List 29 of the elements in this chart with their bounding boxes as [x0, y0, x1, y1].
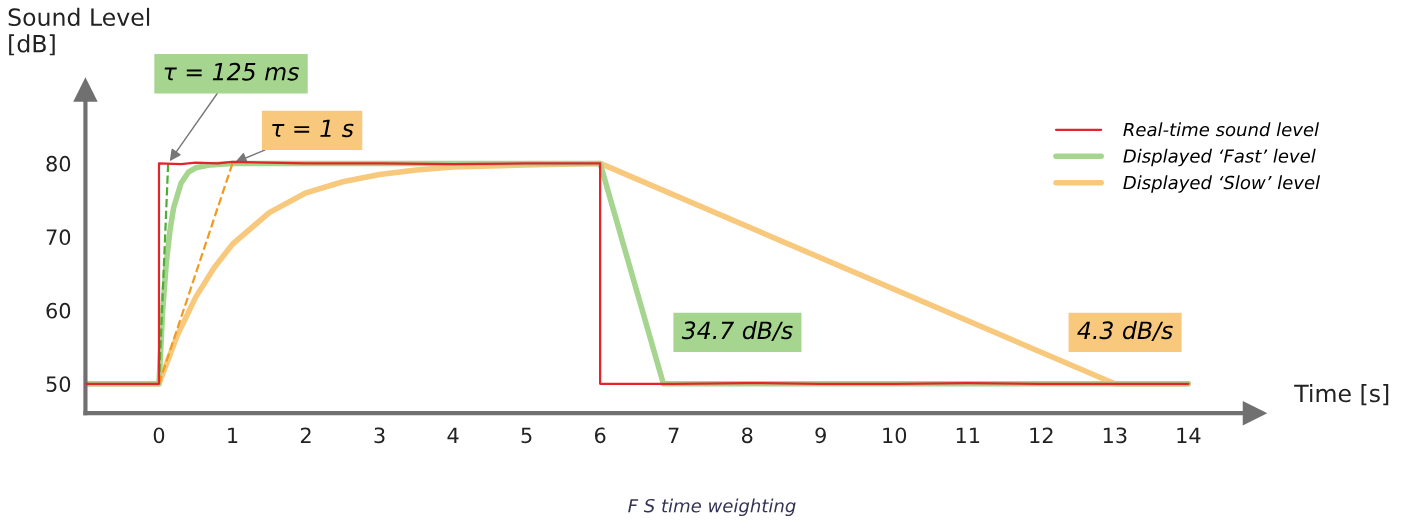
annotation: 34.7 dB/s [681, 320, 793, 342]
x-tick-label: 9 [815, 427, 826, 444]
legend-label: Real-time sound level [1123, 122, 1319, 137]
legend-label: Displayed ‘Slow’ level [1123, 175, 1321, 193]
y-tick-label: 50 [46, 376, 71, 392]
y-tick-label: 70 [46, 229, 71, 246]
legend-label: Displayed ‘Fast’ level [1123, 148, 1316, 167]
x-tick-label: 7 [668, 427, 679, 443]
x-tick-label: 5 [521, 427, 532, 444]
x-axis-title: Time [s] [1294, 384, 1389, 406]
x-tick-label: 14 [1177, 427, 1201, 443]
x-tick-label: 13 [1103, 427, 1127, 444]
annotation: τ = 125 ms [164, 62, 299, 81]
x-tick-label: 11 [956, 427, 980, 443]
x-tick-label: 2 [300, 427, 311, 443]
x-tick-label: 10 [883, 427, 907, 444]
annotation: 4.3 dB/s [1077, 320, 1173, 342]
x-tick-label: 12 [1030, 427, 1053, 443]
x-tick-label: 6 [594, 427, 606, 444]
x-tick-label: 1 [228, 427, 238, 443]
y-axis-title: Sound Level [dB] [8, 7, 150, 56]
x-tick-label: 8 [741, 427, 753, 444]
x-tick-label: 3 [374, 427, 385, 444]
y-tick-label: 80 [46, 155, 71, 172]
x-tick-label: 0 [153, 427, 165, 444]
y-tick-label: 60 [46, 302, 71, 319]
x-tick-label: 4 [447, 427, 459, 443]
annotation: τ = 1 s [272, 119, 354, 138]
text: F S time weighting [628, 498, 796, 517]
